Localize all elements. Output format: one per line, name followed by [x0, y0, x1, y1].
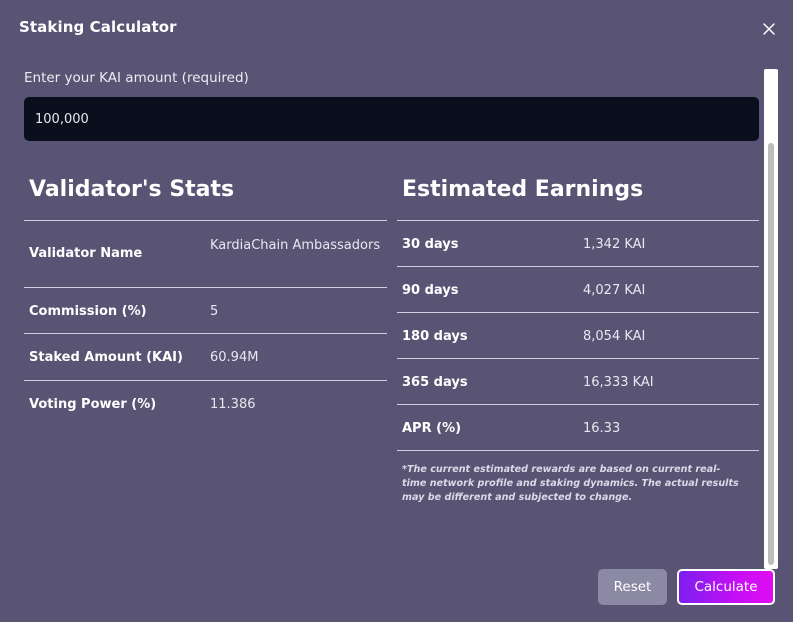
validator-stats-table: Validator Name KardiaChain Ambassadors C… [24, 220, 387, 427]
row-value: 11.386 [210, 397, 256, 412]
table-row: 90 days 4,027 KAI [397, 266, 759, 312]
kai-amount-input[interactable] [24, 97, 759, 141]
reset-button[interactable]: Reset [598, 569, 667, 605]
close-icon [763, 23, 775, 35]
row-value: KardiaChain Ambassadors [210, 238, 381, 253]
modal-title: Staking Calculator [19, 18, 177, 36]
row-key: 180 days [402, 329, 468, 344]
row-value: 16.33 [583, 421, 621, 436]
row-value: 4,027 KAI [583, 283, 646, 298]
table-row: APR (%) 16.33 [397, 404, 759, 451]
table-row: Voting Power (%) 11.386 [24, 380, 387, 427]
estimated-earnings-title: Estimated Earnings [402, 177, 644, 202]
row-key: Validator Name [29, 246, 143, 261]
validator-stats-title: Validator's Stats [29, 177, 235, 202]
close-button[interactable] [760, 20, 778, 38]
row-key: Voting Power (%) [29, 397, 157, 412]
scrollbar[interactable] [764, 69, 778, 569]
scrollbar-thumb[interactable] [768, 143, 774, 565]
row-key: APR (%) [402, 421, 462, 436]
row-key: 90 days [402, 283, 459, 298]
row-value: 60.94M [210, 350, 259, 365]
table-row: 180 days 8,054 KAI [397, 312, 759, 358]
table-row: Staked Amount (KAI) 60.94M [24, 333, 387, 380]
estimated-earnings-table: 30 days 1,342 KAI 90 days 4,027 KAI 180 … [397, 220, 759, 451]
row-key: 30 days [402, 237, 459, 252]
table-row: Validator Name KardiaChain Ambassadors [24, 220, 387, 287]
table-row: 365 days 16,333 KAI [397, 358, 759, 404]
amount-label: Enter your KAI amount (required) [24, 70, 249, 86]
disclaimer-note: *The current estimated rewards are based… [402, 464, 739, 503]
table-row: 30 days 1,342 KAI [397, 220, 759, 266]
calculate-button[interactable]: Calculate [677, 569, 775, 605]
row-value: 16,333 KAI [583, 375, 654, 390]
row-key: Staked Amount (KAI) [29, 350, 183, 365]
table-row: Commission (%) 5 [24, 287, 387, 333]
row-key: 365 days [402, 375, 468, 390]
row-value: 8,054 KAI [583, 329, 646, 344]
row-value: 5 [210, 304, 219, 319]
row-value: 1,342 KAI [583, 237, 646, 252]
row-key: Commission (%) [29, 304, 147, 319]
